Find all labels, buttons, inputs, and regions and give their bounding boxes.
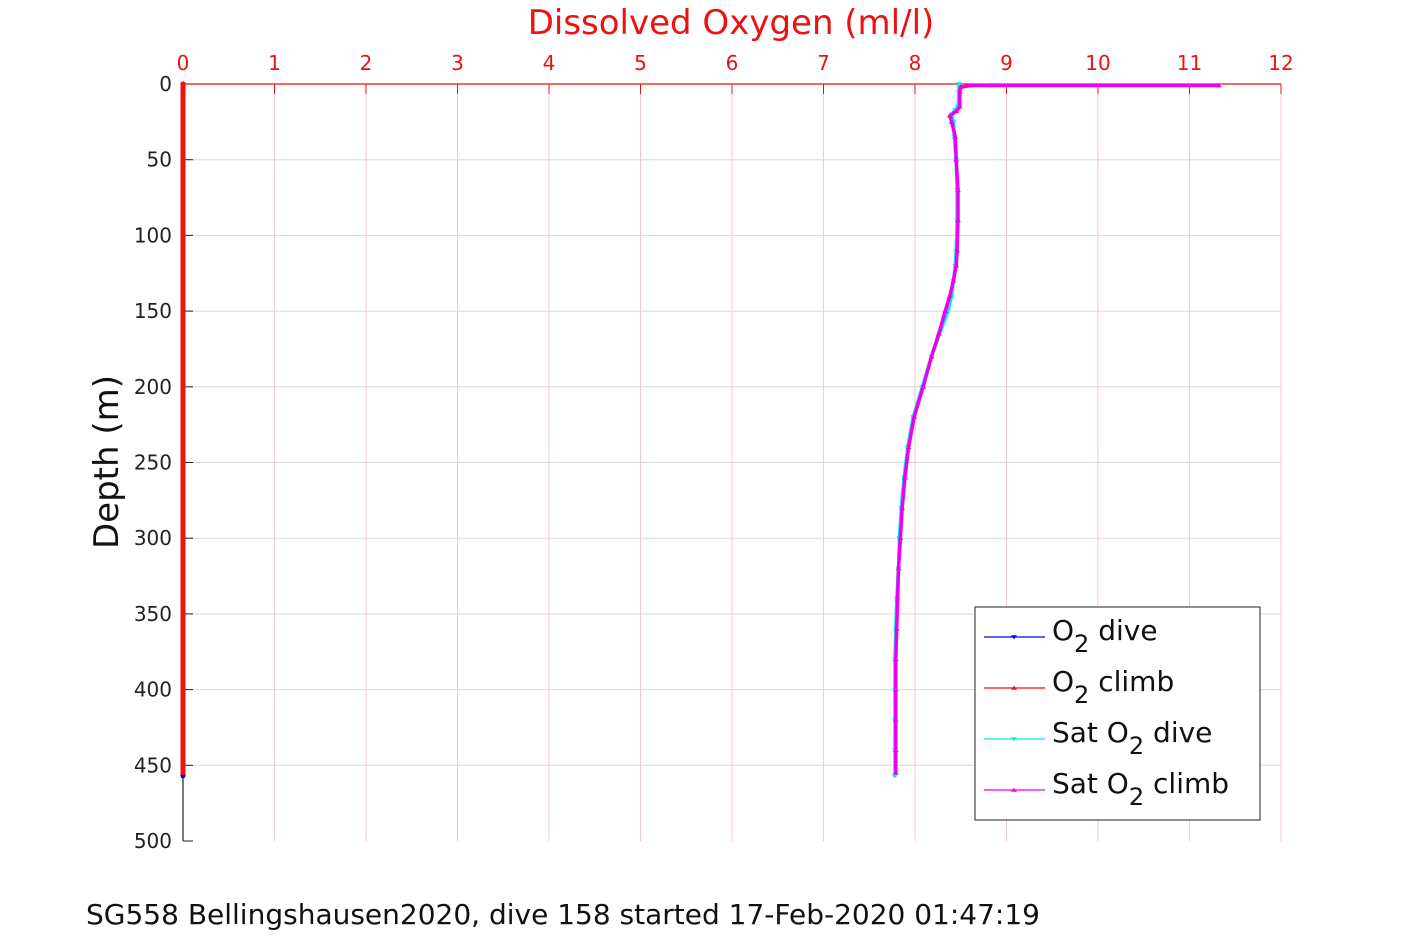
data-point xyxy=(1215,83,1222,88)
legend-box xyxy=(974,606,1261,821)
data-point xyxy=(180,82,186,86)
data-point xyxy=(946,293,953,298)
data-point xyxy=(956,89,963,94)
data-point xyxy=(953,108,960,114)
legend-label: O2 climb xyxy=(1052,665,1174,709)
data-point xyxy=(892,717,899,722)
legend-label: Sat O2 climb xyxy=(1052,767,1229,811)
x-tick-label: 1 xyxy=(268,51,281,75)
data-point xyxy=(954,248,961,253)
data-point xyxy=(950,278,957,283)
data-point xyxy=(180,157,186,162)
y-tick-label: 400 xyxy=(134,678,172,702)
x-tick-label: 0 xyxy=(177,51,190,75)
x-tick-label: 10 xyxy=(1085,51,1110,75)
x-tick-label: 9 xyxy=(1000,51,1013,75)
x-tick-label: 5 xyxy=(634,51,647,75)
data-point xyxy=(955,217,962,223)
data-point xyxy=(946,113,953,118)
data-point xyxy=(953,157,960,162)
legend-label: O2 dive xyxy=(1052,614,1158,658)
data-point xyxy=(1011,685,1017,690)
series-2 xyxy=(891,82,962,779)
data-point xyxy=(892,656,899,662)
data-point xyxy=(901,475,908,480)
data-point xyxy=(955,82,962,87)
y-tick-label: 350 xyxy=(134,602,172,626)
series-3 xyxy=(892,83,1222,775)
data-point xyxy=(892,747,899,752)
x-tick-label: 6 xyxy=(726,51,739,75)
data-point xyxy=(953,263,960,268)
y-tick-label: 200 xyxy=(134,375,172,399)
data-point xyxy=(180,460,186,464)
data-point xyxy=(180,770,186,775)
data-point xyxy=(911,414,918,419)
series-1 xyxy=(180,81,186,776)
data-point xyxy=(894,596,901,601)
data-point xyxy=(1011,635,1017,640)
data-point xyxy=(905,444,912,450)
data-point xyxy=(956,104,963,109)
series-line xyxy=(894,83,1221,775)
y-tick-label: 150 xyxy=(134,299,172,323)
data-point xyxy=(180,309,186,313)
data-point xyxy=(935,331,942,336)
x-tick-label: 3 xyxy=(451,51,464,75)
data-point xyxy=(180,611,186,616)
data-point xyxy=(968,83,975,88)
data-point xyxy=(899,505,906,510)
data-point xyxy=(987,83,994,88)
legend: O2 dive O2 climb Sat O2 dive Sat O2 climb xyxy=(974,606,1261,821)
series-line xyxy=(893,82,961,778)
data-point xyxy=(893,626,900,631)
y-tick-label: 100 xyxy=(134,223,172,247)
x-tick-label: 11 xyxy=(1177,51,1202,75)
x-tick-label: 8 xyxy=(909,51,922,75)
x-tick-label: 7 xyxy=(817,51,830,75)
data-point xyxy=(1011,787,1017,792)
data-point xyxy=(892,687,899,692)
data-point xyxy=(942,308,949,313)
data-point xyxy=(955,187,962,192)
y-tick-label: 0 xyxy=(159,72,172,96)
footer-caption: SG558 Bellingshausen2020, dive 158 start… xyxy=(86,898,1040,931)
x-tick-label: 4 xyxy=(543,51,556,75)
data-point xyxy=(957,84,964,89)
y-tick-label: 50 xyxy=(147,148,172,172)
data-point xyxy=(952,134,959,139)
y-tick-label: 300 xyxy=(134,526,172,550)
grid-layer xyxy=(183,84,1282,841)
series-layer xyxy=(180,81,1222,779)
legend-label: Sat O2 dive xyxy=(1052,716,1212,760)
data-point xyxy=(892,770,899,775)
x-tick-label: 2 xyxy=(360,51,373,75)
data-point xyxy=(948,119,955,124)
data-point xyxy=(920,384,927,389)
data-point xyxy=(928,354,935,359)
data-point xyxy=(180,774,186,778)
y-tick-label: 450 xyxy=(134,753,172,777)
data-point xyxy=(891,774,898,779)
chart-title: Dissolved Oxygen (ml/l) xyxy=(528,3,935,43)
y-axis-label: Depth (m) xyxy=(87,375,127,549)
data-point xyxy=(897,535,904,540)
data-point xyxy=(895,566,902,571)
y-tick-label: 250 xyxy=(134,451,172,475)
data-point xyxy=(1011,737,1017,742)
y-tick-label: 500 xyxy=(134,829,172,853)
x-tick-label: 12 xyxy=(1268,51,1293,75)
